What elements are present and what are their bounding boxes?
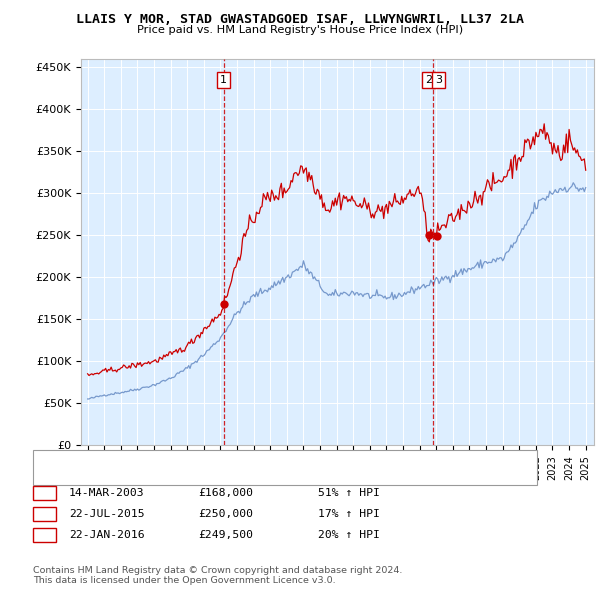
- Text: Contains HM Land Registry data © Crown copyright and database right 2024.: Contains HM Land Registry data © Crown c…: [33, 566, 403, 575]
- Text: LLAIS Y MOR, STAD GWASTADGOED ISAF, LLWYNGWRIL, LL37 2LA: LLAIS Y MOR, STAD GWASTADGOED ISAF, LLWY…: [76, 13, 524, 26]
- Text: 1: 1: [41, 486, 48, 499]
- Text: £249,500: £249,500: [198, 530, 253, 540]
- Text: 2: 2: [41, 507, 48, 520]
- Text: 51% ↑ HPI: 51% ↑ HPI: [318, 488, 380, 497]
- Text: 22-JUL-2015: 22-JUL-2015: [69, 509, 145, 519]
- Text: This data is licensed under the Open Government Licence v3.0.: This data is licensed under the Open Gov…: [33, 576, 335, 585]
- Text: HPI: Average price, detached house, Gwynedd: HPI: Average price, detached house, Gwyn…: [66, 470, 298, 479]
- Text: 3: 3: [41, 529, 48, 542]
- Text: 20% ↑ HPI: 20% ↑ HPI: [318, 530, 380, 540]
- Text: £168,000: £168,000: [198, 488, 253, 497]
- Text: 2: 2: [425, 76, 433, 85]
- Text: 17% ↑ HPI: 17% ↑ HPI: [318, 509, 380, 519]
- Text: 1: 1: [220, 76, 227, 85]
- Text: 3: 3: [435, 76, 442, 85]
- Text: 14-MAR-2003: 14-MAR-2003: [69, 488, 145, 497]
- Text: LLAIS Y MOR, STAD GWASTADGOED ISAF, LLWYNGWRIL, LL37 2LA (detached house): LLAIS Y MOR, STAD GWASTADGOED ISAF, LLWY…: [66, 454, 485, 464]
- Text: Price paid vs. HM Land Registry's House Price Index (HPI): Price paid vs. HM Land Registry's House …: [137, 25, 463, 35]
- Text: £250,000: £250,000: [198, 509, 253, 519]
- Text: 22-JAN-2016: 22-JAN-2016: [69, 530, 145, 540]
